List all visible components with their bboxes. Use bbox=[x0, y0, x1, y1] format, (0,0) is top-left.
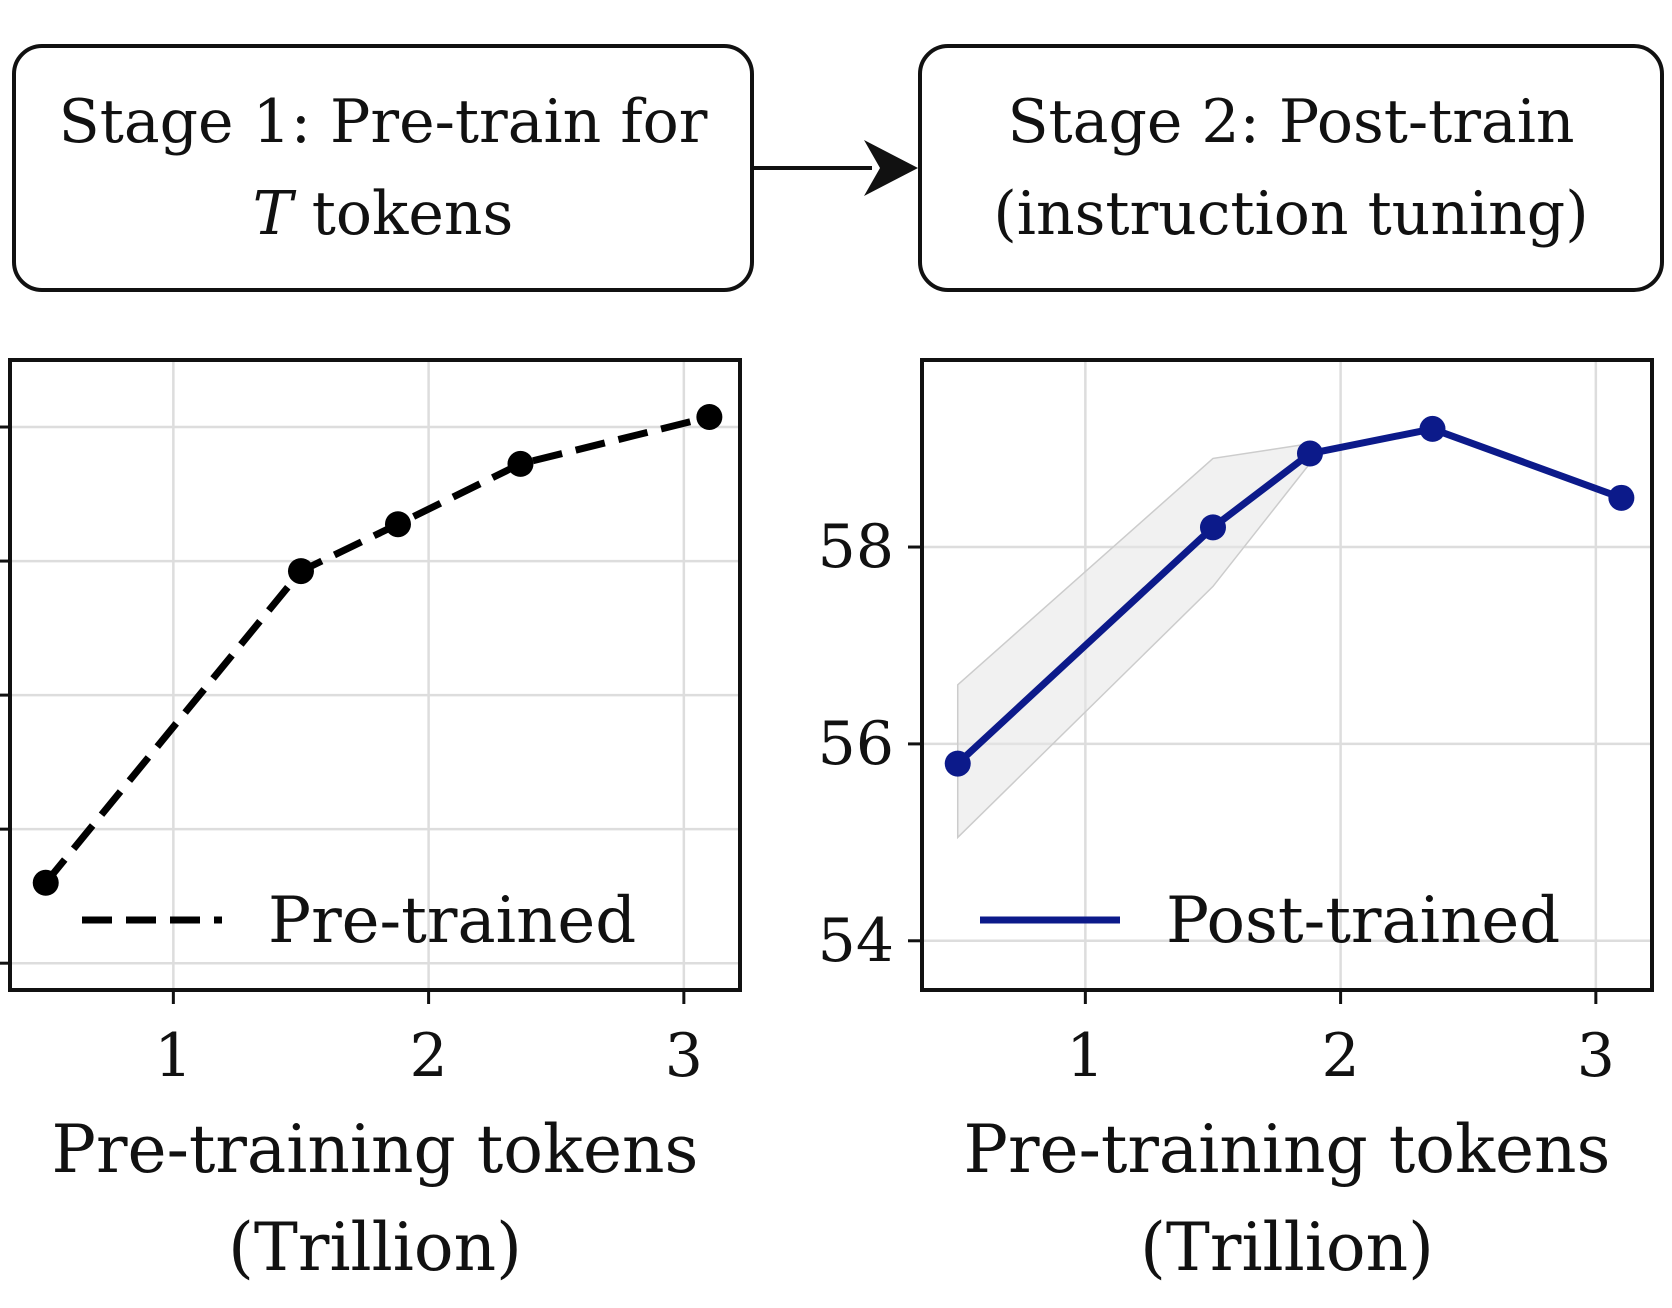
stage1-box: Stage 1: Pre-train for T tokens bbox=[12, 44, 754, 292]
data-point bbox=[384, 511, 411, 538]
stage-arrow bbox=[754, 140, 918, 196]
x-axis-title-line-2: (Trillion) bbox=[1140, 1209, 1434, 1286]
x-tick-label: 1 bbox=[154, 1021, 192, 1091]
x-tick-label: 2 bbox=[1322, 1021, 1360, 1091]
data-point bbox=[696, 403, 723, 430]
stage1-text: Stage 1: Pre-train for T tokens bbox=[59, 76, 708, 260]
data-point bbox=[1199, 514, 1226, 541]
confidence-band bbox=[956, 442, 1311, 840]
stage1-variable: T bbox=[252, 179, 293, 249]
data-point bbox=[507, 450, 534, 477]
y-tick-label: 56 bbox=[818, 709, 894, 779]
y-tick-label: 58 bbox=[818, 512, 894, 582]
series-line bbox=[43, 413, 711, 885]
plot-frame bbox=[8, 358, 742, 992]
chart-panels: 1 2 3 Pre-training tokens (Trillion) Pre-trai… bbox=[0, 358, 1654, 1286]
stage-arrow-head bbox=[864, 140, 918, 196]
x-axis-title-line-1: Pre-training tokens bbox=[52, 1111, 699, 1188]
data-point bbox=[1296, 440, 1323, 467]
x-tick-label: 2 bbox=[410, 1021, 448, 1091]
chart-panel-1: 1 2 3 Pre-training tokens (Trillion) Pre-trai… bbox=[0, 358, 742, 1286]
chart-panel-2: 1 2 3 54 56 58 Pre-training tokens (Trillion) Po… bbox=[818, 358, 1654, 1286]
data-point bbox=[32, 869, 59, 896]
x-tick-label: 1 bbox=[1066, 1021, 1104, 1091]
x-axis-title-line-2: (Trillion) bbox=[228, 1209, 522, 1286]
data-point bbox=[1608, 484, 1635, 511]
stage2-line2: (instruction tuning) bbox=[993, 179, 1589, 249]
stage1-line1: Stage 1: Pre-train for bbox=[58, 87, 708, 157]
stage2-text: Stage 2: Post-train (instruction tuning) bbox=[993, 76, 1588, 260]
stage2-box: Stage 2: Post-train (instruction tuning) bbox=[918, 44, 1664, 292]
data-point bbox=[287, 558, 314, 585]
plot-frame bbox=[920, 358, 1654, 992]
stage1-line2: tokens bbox=[292, 179, 514, 249]
legend-label: Pre-trained bbox=[268, 884, 636, 958]
stage2-line1: Stage 2: Post-train bbox=[1007, 87, 1575, 157]
data-point bbox=[1419, 415, 1446, 442]
x-tick-label: 3 bbox=[1577, 1021, 1615, 1091]
data-point bbox=[944, 750, 971, 777]
x-tick-label: 3 bbox=[665, 1021, 703, 1091]
legend-label: Post-trained bbox=[1166, 884, 1560, 958]
x-axis-title-line-1: Pre-training tokens bbox=[964, 1111, 1611, 1188]
y-tick-label: 54 bbox=[818, 906, 894, 976]
